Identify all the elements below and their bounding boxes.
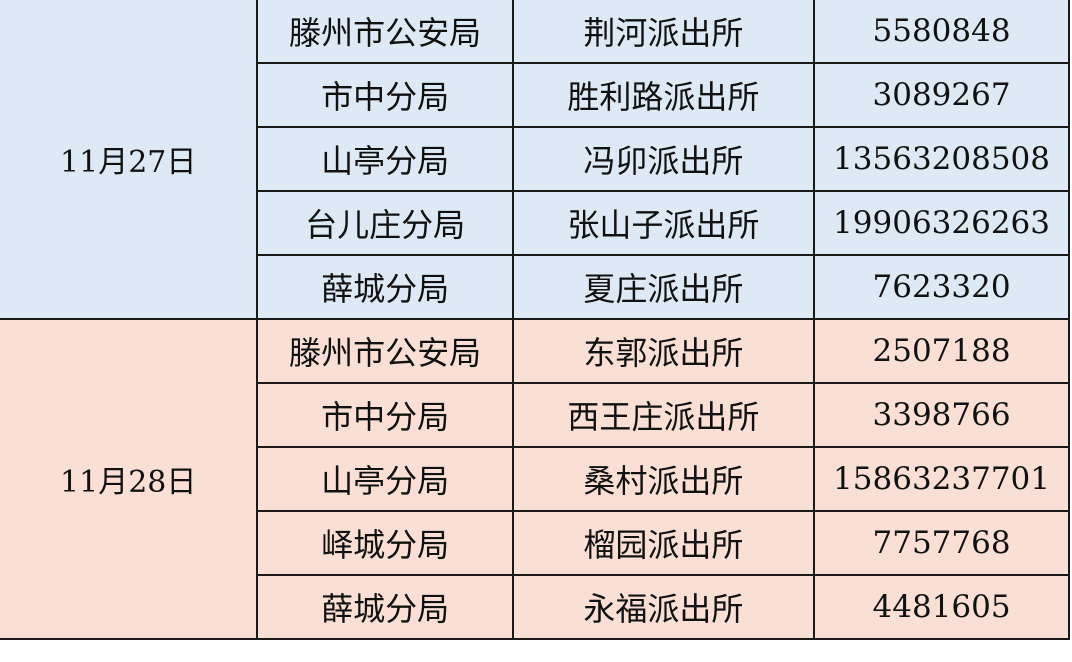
bureau-cell: 滕州市公安局 <box>256 0 514 64</box>
bureau-cell: 山亭分局 <box>256 126 514 192</box>
table-row: 山亭分局 桑村派出所 15863237701 <box>0 446 1070 512</box>
table-row: 山亭分局 冯卯派出所 13563208508 <box>0 126 1070 192</box>
bureau-cell: 台儿庄分局 <box>256 190 514 256</box>
date-cell: 11月28日 <box>0 318 259 640</box>
station-cell: 榴园派出所 <box>511 510 816 576</box>
bureau-cell: 市中分局 <box>256 382 514 448</box>
station-cell: 荆河派出所 <box>511 0 816 64</box>
table-row: 薛城分局 永福派出所 4481605 <box>0 574 1070 640</box>
table-row: 市中分局 胜利路派出所 3089267 <box>0 62 1070 128</box>
station-cell: 夏庄派出所 <box>511 254 816 320</box>
table-row: 峄城分局 榴园派出所 7757768 <box>0 510 1070 576</box>
bureau-cell: 山亭分局 <box>256 446 514 512</box>
table-row: 薛城分局 夏庄派出所 7623320 <box>0 254 1070 320</box>
phone-cell: 7623320 <box>813 254 1070 320</box>
table-row: 11月27日 滕州市公安局 荆河派出所 5580848 <box>0 0 1070 320</box>
bureau-cell: 滕州市公安局 <box>256 318 514 384</box>
bureau-cell: 市中分局 <box>256 62 514 128</box>
phone-cell: 7757768 <box>813 510 1070 576</box>
table-row: 11月28日 滕州市公安局 东郭派出所 2507188 <box>0 318 1070 640</box>
bureau-cell: 薛城分局 <box>256 254 514 320</box>
phone-cell: 3398766 <box>813 382 1070 448</box>
phone-cell: 2507188 <box>813 318 1070 384</box>
phone-cell: 3089267 <box>813 62 1070 128</box>
station-cell: 永福派出所 <box>511 574 816 640</box>
phone-cell: 15863237701 <box>813 446 1070 512</box>
table-row: 市中分局 西王庄派出所 3398766 <box>0 382 1070 448</box>
phone-cell: 4481605 <box>813 574 1070 640</box>
date-cell: 11月27日 <box>0 0 259 320</box>
station-cell: 冯卯派出所 <box>511 126 816 192</box>
station-cell: 张山子派出所 <box>511 190 816 256</box>
bureau-cell: 峄城分局 <box>256 510 514 576</box>
station-cell: 西王庄派出所 <box>511 382 816 448</box>
bureau-cell: 薛城分局 <box>256 574 514 640</box>
police-station-schedule-table: 11月27日 滕州市公安局 荆河派出所 5580848 市中分局 胜利路派出所 308926… <box>0 0 1070 640</box>
station-cell: 东郭派出所 <box>511 318 816 384</box>
phone-cell: 5580848 <box>813 0 1070 64</box>
station-cell: 胜利路派出所 <box>511 62 816 128</box>
phone-cell: 13563208508 <box>813 126 1070 192</box>
phone-cell: 19906326263 <box>813 190 1070 256</box>
table-row: 台儿庄分局 张山子派出所 19906326263 <box>0 190 1070 256</box>
station-cell: 桑村派出所 <box>511 446 816 512</box>
